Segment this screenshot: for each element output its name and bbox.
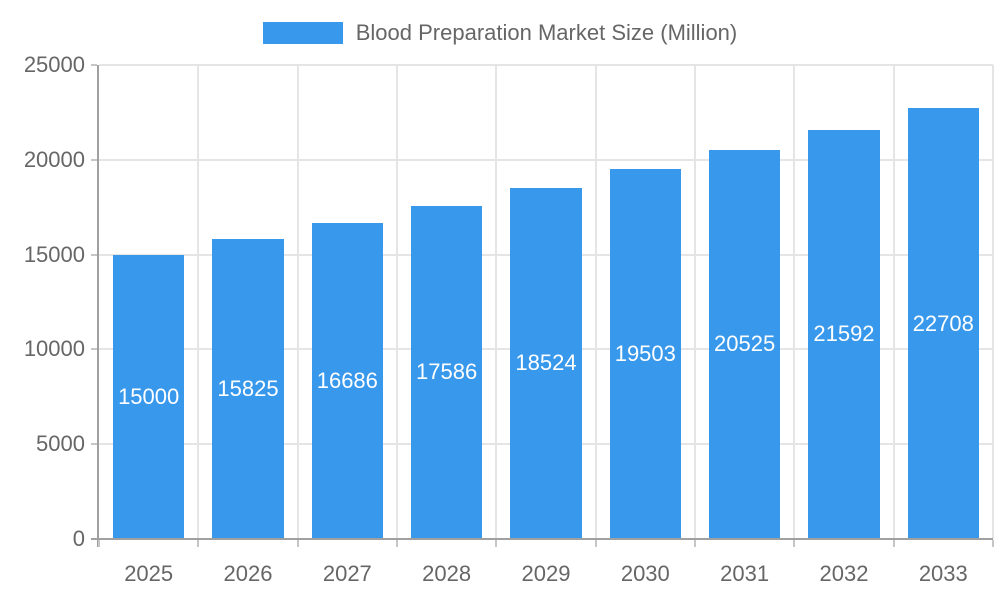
x-tick-label: 2031	[720, 561, 770, 586]
bar-cell: 16686	[298, 65, 397, 539]
v-gridline	[495, 65, 498, 539]
x-tick-mark	[992, 540, 994, 547]
bar[interactable]: 16686	[311, 222, 384, 539]
y-tick-mark	[91, 158, 97, 161]
legend-item[interactable]: Blood Preparation Market Size (Million)	[262, 19, 738, 47]
bar[interactable]: 17586	[410, 205, 483, 539]
plot-area: 15000 15825 16686 17586 18524 19503 20525 21592…	[99, 64, 994, 539]
y-tick-label: 0	[72, 526, 85, 551]
x-tick-mark	[495, 540, 498, 547]
bar-value-label: 20525	[714, 331, 776, 357]
bar-cell: 22708	[894, 65, 993, 539]
bar[interactable]: 22708	[907, 108, 980, 539]
y-tick-label: 20000	[23, 146, 85, 172]
y-tick-mark	[91, 443, 97, 446]
x-tick-mark	[793, 540, 796, 547]
x-tick-mark	[98, 540, 100, 547]
legend: Blood Preparation Market Size (Million)	[0, 19, 1000, 47]
x-tick-mark	[694, 540, 696, 547]
bar-cell: 15825	[198, 65, 297, 539]
x-axis-line	[91, 538, 993, 540]
x-tick-mark	[197, 540, 200, 547]
v-gridline	[793, 65, 796, 539]
bar-cell: 15000	[99, 65, 198, 539]
y-axis-line	[97, 65, 99, 547]
y-tick-mark	[91, 348, 97, 351]
x-tick-label: 2030	[620, 561, 670, 586]
x-tick-label: 2026	[223, 561, 273, 586]
v-gridline	[892, 65, 895, 539]
bar[interactable]: 15000	[112, 254, 185, 539]
v-gridline	[296, 65, 299, 539]
x-tick-mark	[594, 540, 597, 547]
x-tick-mark	[892, 540, 895, 547]
legend-label: Blood Preparation Market Size (Million)	[355, 20, 738, 45]
bar-value-label: 16686	[316, 367, 378, 393]
x-tick-label: 2025	[124, 561, 174, 586]
legend-swatch	[262, 22, 343, 44]
y-tick-label: 25000	[23, 52, 85, 77]
v-gridline	[693, 65, 696, 539]
x-tick-label: 2029	[521, 561, 571, 586]
y-tick-label: 15000	[23, 241, 85, 267]
bar[interactable]: 21592	[808, 129, 880, 539]
bar-cell: 17586	[397, 65, 496, 539]
v-gridline	[992, 65, 994, 539]
x-tick-label: 2032	[819, 561, 869, 586]
bar[interactable]: 20525	[708, 149, 781, 539]
bar-value-label: 17586	[416, 359, 478, 385]
bars-row: 15000 15825 16686 17586 18524 19503 20525 21592…	[99, 65, 993, 539]
x-tick-label: 2027	[322, 561, 372, 586]
y-tick-label: 5000	[36, 431, 85, 457]
y-tick-mark	[91, 253, 97, 256]
v-gridline	[395, 65, 398, 539]
y-tick-label: 10000	[23, 336, 85, 362]
bar-value-label: 18524	[515, 350, 577, 376]
x-tick-mark	[396, 540, 398, 547]
h-gridline	[99, 64, 993, 66]
x-axis-labels: 2025 2026 2027 2028 2029 2030 2031 2032 2033	[99, 560, 993, 587]
bar-cell: 21592	[794, 65, 893, 539]
v-gridline	[594, 65, 597, 539]
x-tick-mark	[296, 540, 299, 547]
bar[interactable]: 19503	[609, 169, 682, 539]
bar-cell: 20525	[695, 65, 794, 539]
v-gridline	[197, 65, 200, 539]
bar-value-label: 15000	[118, 383, 180, 409]
bar[interactable]: 18524	[510, 187, 582, 539]
x-tick-label: 2028	[422, 561, 472, 586]
bar-cell: 19503	[596, 65, 695, 539]
y-tick-mark	[91, 64, 97, 66]
bar-cell: 18524	[496, 65, 595, 539]
bar-value-label: 21592	[813, 321, 875, 347]
bar-value-label: 22708	[912, 310, 974, 336]
x-tick-label: 2033	[918, 561, 968, 586]
bar[interactable]: 15825	[212, 238, 284, 539]
bar-value-label: 19503	[614, 341, 676, 367]
bar-value-label: 15825	[217, 375, 279, 401]
h-gridline	[99, 158, 993, 161]
